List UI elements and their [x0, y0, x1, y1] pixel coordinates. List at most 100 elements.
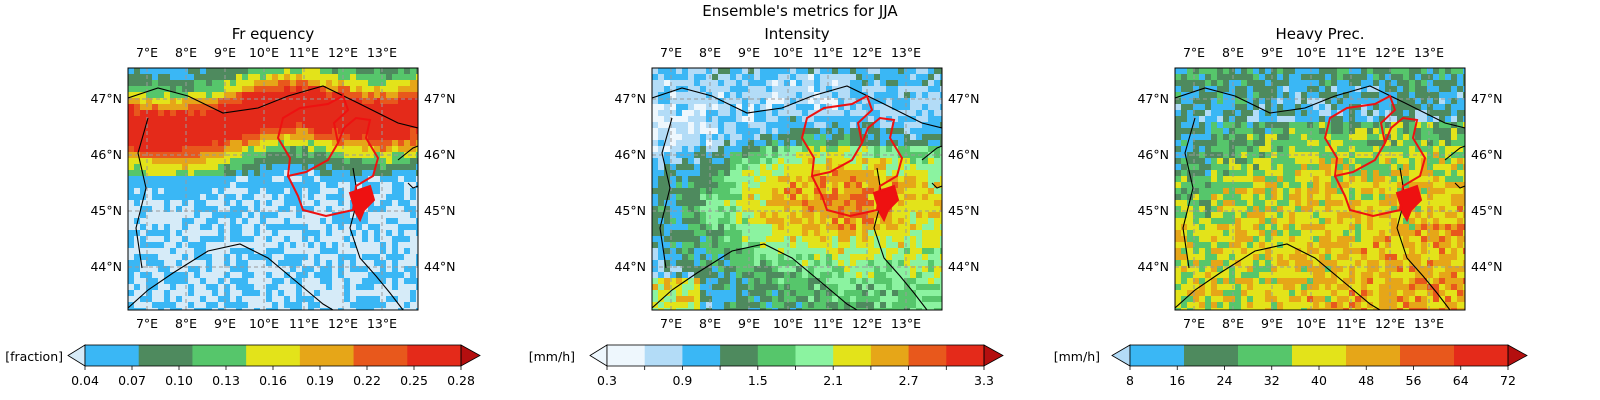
lon-label-top: 11°E [813, 45, 843, 60]
lon-label-top: 13°E [367, 45, 397, 60]
colorbar-unit: [mm/h] [529, 349, 575, 364]
colorbar-tick-label: 0.04 [71, 373, 99, 388]
colorbar-segment [870, 345, 910, 366]
colorbar-tick-label: 0.22 [353, 373, 381, 388]
colorbar: 8 16 24 32 40 48 56 64 72 [mm/h] [1054, 344, 1528, 388]
colorbar-segment [644, 345, 683, 366]
lon-label-bottom: 11°E [289, 316, 319, 331]
panel-title: Intensity [764, 25, 829, 43]
colorbar-segment [1400, 345, 1455, 366]
lon-label-bottom: 13°E [1414, 316, 1444, 331]
lon-label-bottom: 9°E [738, 316, 760, 331]
colorbar-tick-label: 0.16 [259, 373, 287, 388]
lon-label-top: 11°E [289, 45, 319, 60]
lat-label-left: 45°N [90, 203, 122, 218]
colorbar-segment [946, 345, 985, 366]
colorbar-segment [246, 345, 301, 366]
lat-label-left: 45°N [614, 203, 646, 218]
lon-label-top: 13°E [1414, 45, 1444, 60]
region-outline [1323, 94, 1427, 223]
colorbar-segment [833, 345, 872, 366]
map-raster [652, 68, 942, 310]
lon-label-bottom: 11°E [813, 316, 843, 331]
region-outline [800, 94, 904, 223]
lon-label-top: 7°E [660, 45, 682, 60]
colorbar-segment [407, 345, 462, 366]
lon-label-bottom: 13°E [367, 316, 397, 331]
lon-label-top: 8°E [175, 45, 197, 60]
lon-label-top: 10°E [773, 45, 803, 60]
colorbar-segment [908, 345, 947, 366]
colorbar: 0.04 0.07 0.10 0.13 0.16 0.19 0.22 0.25 0.28 [fra… [5, 344, 481, 388]
lon-label-bottom: 9°E [1261, 316, 1283, 331]
colorbar-tick-label: 0.3 [597, 373, 617, 388]
lon-label-bottom: 8°E [175, 316, 197, 331]
colorbar-segment [757, 345, 796, 366]
colorbar-tick-label: 2.7 [899, 373, 919, 388]
panel-title: Fr equency [232, 25, 315, 43]
colorbar-segment [720, 345, 759, 366]
colorbar-segment [1238, 345, 1293, 366]
colorbar-tick-label: 40 [1311, 373, 1327, 388]
lat-label-right: 45°N [424, 203, 456, 218]
colorbar-tick-label: 56 [1406, 373, 1422, 388]
colorbar-segment [192, 345, 247, 366]
panel-title: Heavy Prec. [1275, 25, 1364, 43]
lat-label-right: 46°N [1471, 147, 1503, 162]
lat-label-left: 47°N [90, 91, 122, 106]
map-frame [1174, 67, 1466, 311]
colorbar-tick-label: 0.25 [400, 373, 428, 388]
lon-label-bottom: 10°E [249, 316, 279, 331]
colorbar-segment [795, 345, 834, 366]
lon-label-top: 12°E [1375, 45, 1405, 60]
lat-label-right: 44°N [948, 259, 980, 274]
colorbar-tick-label: 0.13 [212, 373, 240, 388]
colorbar-extend-min [589, 344, 608, 367]
colorbar-tick-label: 0.19 [306, 373, 334, 388]
lon-label-bottom: 12°E [1375, 316, 1405, 331]
colorbar-segment [1454, 345, 1509, 366]
colorbar-tick-label: 0.9 [672, 373, 692, 388]
colorbar-segment [1292, 345, 1347, 366]
lat-label-right: 47°N [948, 91, 980, 106]
region-outline [276, 94, 380, 223]
colorbar-tick-label: 2.1 [823, 373, 843, 388]
lat-label-right: 47°N [1471, 91, 1503, 106]
colorbar-tick-label: 8 [1126, 373, 1134, 388]
lat-label-right: 46°N [424, 147, 456, 162]
lon-label-bottom: 13°E [891, 316, 921, 331]
lat-label-left: 47°N [1137, 91, 1169, 106]
lat-label-left: 47°N [614, 91, 646, 106]
lon-label-bottom: 10°E [773, 316, 803, 331]
gridlines [652, 68, 942, 310]
colorbar-segment [353, 345, 408, 366]
colorbar-tick-label: 16 [1169, 373, 1185, 388]
colorbar-tick-label: 72 [1500, 373, 1516, 388]
lat-label-right: 45°N [948, 203, 980, 218]
colorbar-segment [1130, 345, 1185, 366]
colorbar-extend-max [460, 344, 481, 367]
colorbar-segment [682, 345, 721, 366]
map-panel: Heavy Prec. 7°E 7°E 8°E 8°E 9°E 9°E 10°E 10°E 11°… [1054, 25, 1528, 388]
lat-label-right: 44°N [424, 259, 456, 274]
lat-label-right: 45°N [1471, 203, 1503, 218]
lon-label-bottom: 7°E [1183, 316, 1205, 331]
lon-label-top: 12°E [328, 45, 358, 60]
lon-label-top: 9°E [1261, 45, 1283, 60]
colorbar-tick-label: 48 [1358, 373, 1374, 388]
colorbar-tick-label: 64 [1453, 373, 1469, 388]
lon-label-top: 9°E [214, 45, 236, 60]
map-frame [651, 67, 943, 311]
lat-label-right: 47°N [424, 91, 456, 106]
lat-label-left: 46°N [614, 147, 646, 162]
lon-label-bottom: 7°E [660, 316, 682, 331]
lon-label-bottom: 8°E [699, 316, 721, 331]
coastlines-borders [128, 85, 418, 310]
lat-label-right: 46°N [948, 147, 980, 162]
figure-suptitle: Ensemble's metrics for JJA [702, 2, 898, 20]
colorbar-extend-min [1111, 344, 1131, 367]
colorbar-extend-max [983, 344, 1004, 367]
colorbar-segment [607, 345, 646, 366]
colorbar-extend-max [1507, 344, 1528, 367]
lat-label-left: 45°N [1137, 203, 1169, 218]
